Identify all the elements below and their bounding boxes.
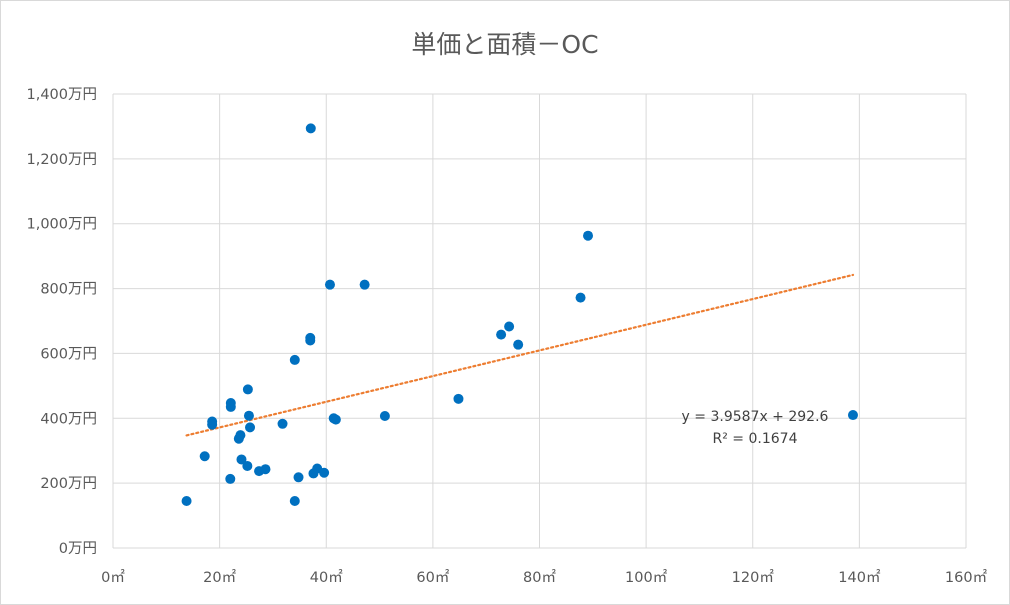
data-point [359, 279, 370, 290]
data-point [513, 339, 524, 350]
data-point [225, 473, 236, 484]
data-point [245, 422, 256, 433]
data-point [847, 410, 858, 421]
axis-label-layer: 0万円 200万円 400万円 600万円 800万円 1,000万円 1,200万円 1,4… [26, 87, 987, 586]
grid-layer [112, 93, 967, 549]
data-point [289, 495, 300, 506]
data-point [242, 460, 253, 471]
data-point [293, 472, 304, 483]
x-tick-label: 0㎡ [101, 569, 125, 586]
y-tick-label: 1,400万円 [26, 87, 97, 103]
data-point [319, 467, 330, 478]
data-point [225, 398, 236, 409]
data-point [453, 393, 464, 404]
data-point [324, 279, 335, 290]
x-tick-label: 160㎡ [945, 569, 988, 586]
x-tick-label: 100㎡ [625, 569, 668, 586]
data-point [330, 414, 341, 425]
data-point [583, 230, 594, 241]
data-point-layer [181, 123, 858, 506]
data-point [260, 464, 271, 475]
trendline-equation-label: y = 3.9587x + 292.6 [682, 409, 829, 425]
x-tick-label: 40㎡ [310, 569, 343, 586]
x-tick-label: 20㎡ [203, 569, 236, 586]
data-point [242, 384, 253, 395]
y-tick-label: 800万円 [40, 282, 97, 298]
trendline [185, 273, 855, 437]
data-point [277, 418, 288, 429]
data-point [305, 332, 316, 343]
data-point [575, 292, 586, 303]
x-tick-label: 80㎡ [523, 569, 556, 586]
data-point [289, 354, 300, 365]
data-point [207, 416, 218, 427]
data-point [305, 123, 316, 134]
y-tick-label: 1,200万円 [26, 152, 97, 168]
data-point [243, 410, 254, 421]
data-point [379, 411, 390, 422]
data-point [504, 321, 515, 332]
trendline-layer [185, 273, 855, 437]
x-tick-label: 140㎡ [838, 569, 881, 586]
data-point [181, 495, 192, 506]
y-tick-label: 1,000万円 [26, 217, 97, 233]
y-tick-label: 200万円 [40, 476, 97, 492]
y-tick-label: 600万円 [40, 346, 97, 362]
chart-title: 単価と面積－OC [411, 30, 598, 59]
data-point [236, 454, 247, 465]
trendline-r2-label: R² = 0.1674 [713, 431, 798, 447]
y-tick-label: 0万円 [59, 541, 97, 557]
x-tick-label: 120㎡ [732, 569, 775, 586]
data-point [199, 451, 210, 462]
data-point [235, 430, 246, 441]
x-tick-label: 60㎡ [416, 569, 449, 586]
y-tick-label: 400万円 [40, 411, 97, 427]
data-point [496, 329, 507, 340]
